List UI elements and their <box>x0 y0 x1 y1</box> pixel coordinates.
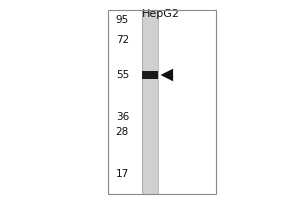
Text: 28: 28 <box>116 127 129 137</box>
Bar <box>108 10 216 194</box>
Bar <box>142 10 158 194</box>
Text: 95: 95 <box>116 15 129 25</box>
Text: HepG2: HepG2 <box>142 9 179 19</box>
Text: 36: 36 <box>116 112 129 122</box>
Bar <box>142 71 158 79</box>
Text: 55: 55 <box>116 70 129 80</box>
Text: 72: 72 <box>116 35 129 45</box>
Polygon shape <box>160 69 173 81</box>
Text: 17: 17 <box>116 169 129 179</box>
